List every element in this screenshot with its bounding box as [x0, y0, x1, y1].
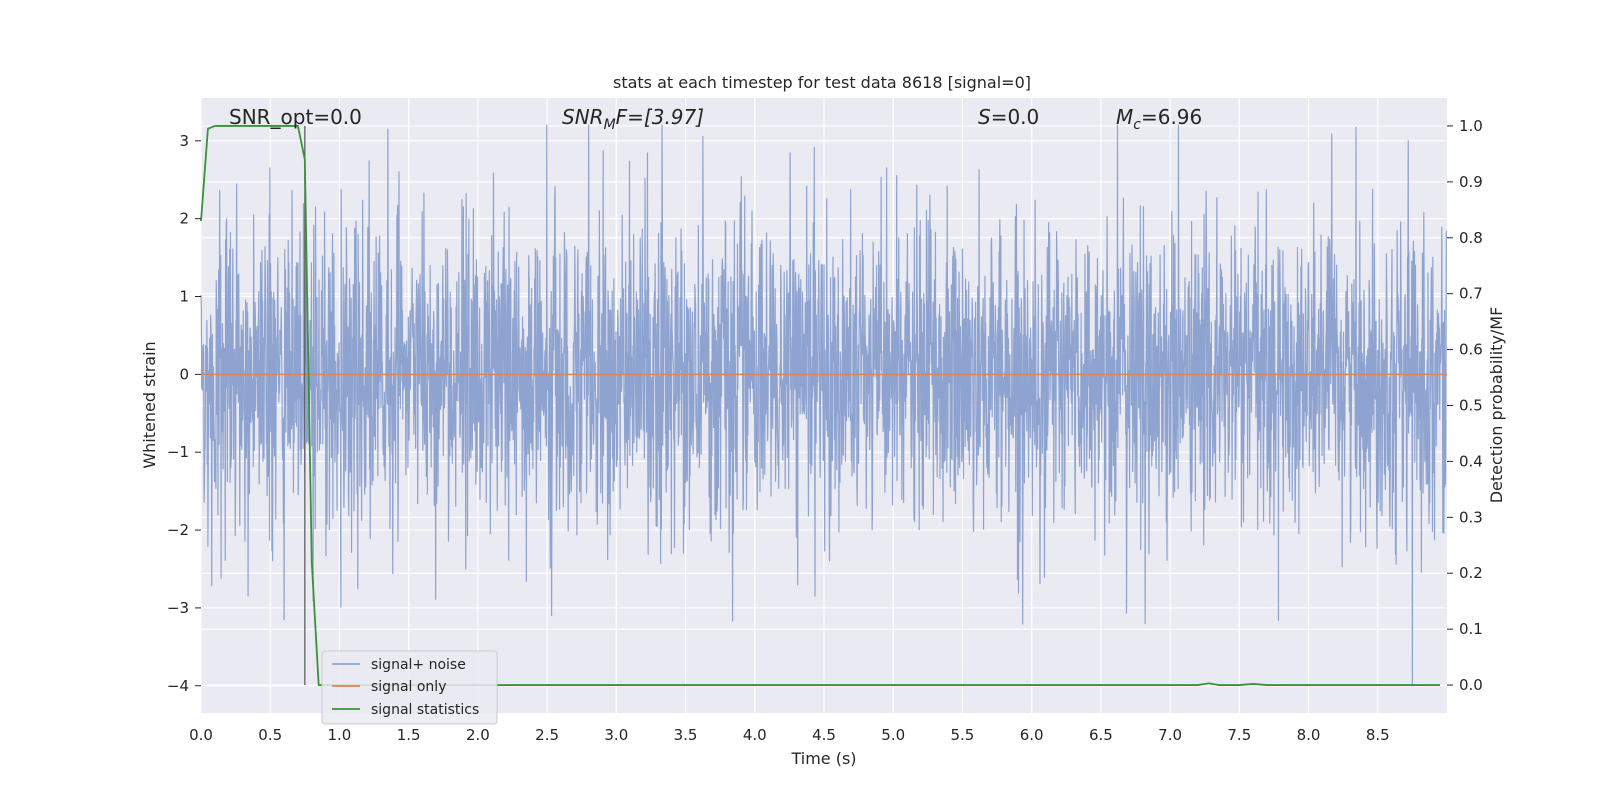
x-tick-label-11: 5.5: [951, 726, 975, 744]
annotation-s: S=0.0: [978, 105, 1039, 129]
annotation-snr-mf-main: SNR: [562, 105, 604, 129]
x-tick-label-1: 0.5: [258, 726, 282, 744]
legend-label-signal-plus-noise: signal+ noise: [371, 657, 466, 673]
y-tick-label-3: −1: [167, 443, 189, 461]
annotation-s-rest: =0.0: [991, 105, 1040, 129]
x-tick-label-3: 1.5: [397, 726, 421, 744]
y-tick-label-2: −2: [167, 521, 189, 539]
y2-tick-label-8: 0.8: [1459, 229, 1483, 247]
y2-tick-label-2: 0.2: [1459, 564, 1483, 582]
y2-tick-label-4: 0.4: [1459, 452, 1483, 470]
y2-tick-label-9: 0.9: [1459, 173, 1483, 191]
y2-tick-label-0: 0.0: [1459, 676, 1483, 694]
x-tick-label-8: 4.0: [743, 726, 767, 744]
y-tick-label-5: 1: [179, 288, 189, 306]
y-tick-label-0: −4: [167, 677, 189, 695]
y-tick-label-7: 3: [179, 132, 189, 150]
x-tick-label-5: 2.5: [535, 726, 559, 744]
signal-plus-noise-line: [200, 124, 1448, 687]
annotation-snr-mf: SNRMF=[3.97]: [562, 105, 704, 133]
annotation-snr-mf-sub: M: [604, 117, 616, 133]
x-axis-label: Time (s): [790, 749, 856, 768]
y-tick-label-6: 2: [179, 210, 189, 228]
x-axis-ticks: 0.0 0.5 1.0 1.5 2.0 2.5 3.0 3.5 4.0 4.5 5.0 5.5 6.0 6…: [189, 726, 1390, 744]
x-tick-label-7: 3.5: [674, 726, 698, 744]
annotation-snr-opt: SNR_opt=0.0: [229, 105, 362, 129]
y2-tick-label-6: 0.6: [1459, 341, 1483, 359]
x-tick-label-15: 7.5: [1227, 726, 1251, 744]
x-tick-label-10: 5.0: [881, 726, 905, 744]
x-tick-label-9: 4.5: [812, 726, 836, 744]
y2-tick-label-1: 0.1: [1459, 620, 1483, 638]
x-tick-label-4: 2.0: [466, 726, 490, 744]
legend-box: [321, 650, 498, 725]
annotation-mc-rest: =6.96: [1141, 105, 1202, 129]
y2-tick-label-7: 0.7: [1459, 285, 1483, 303]
signal-plus-noise-series: [200, 124, 1448, 687]
y2-axis-ticks: 0.0 0.1 0.2 0.3 0.4 0.5 0.6 0.7 0.8 0.9 1.0: [1447, 117, 1483, 694]
legend-label-signal-only: signal only: [371, 679, 446, 695]
annotation-s-main: S: [978, 105, 991, 129]
y2-axis-label: Detection probability/MF: [1487, 307, 1506, 504]
y-tick-label-4: 0: [179, 365, 189, 383]
x-tick-label-0: 0.0: [189, 726, 213, 744]
legend: signal+ noise signal only signal statist…: [321, 650, 498, 725]
annotation-mc: Mc=6.96: [1116, 105, 1202, 133]
annotation-snr-mf-rest: F=[3.97]: [616, 105, 704, 129]
x-tick-label-12: 6.0: [1020, 726, 1044, 744]
x-tick-label-17: 8.5: [1366, 726, 1390, 744]
x-tick-label-6: 3.0: [604, 726, 628, 744]
x-tick-label-13: 6.5: [1089, 726, 1113, 744]
y2-tick-label-3: 0.3: [1459, 508, 1483, 526]
x-tick-label-14: 7.0: [1158, 726, 1182, 744]
x-tick-label-2: 1.0: [328, 726, 352, 744]
y-axis-ticks: −4 −3 −2 −1 0 1 2 3: [167, 132, 201, 695]
y2-tick-label-5: 0.5: [1459, 397, 1483, 415]
y-tick-label-1: −3: [167, 599, 189, 617]
legend-label-signal-statistics: signal statistics: [371, 702, 479, 718]
annotation-mc-main: M: [1116, 105, 1133, 129]
annotation-mc-sub: c: [1133, 117, 1141, 133]
y-axis-label: Whitened strain: [140, 341, 159, 468]
y2-tick-label-10: 1.0: [1459, 117, 1483, 135]
chart-title: stats at each timestep for test data 861…: [613, 73, 1031, 92]
x-tick-label-16: 8.0: [1297, 726, 1321, 744]
